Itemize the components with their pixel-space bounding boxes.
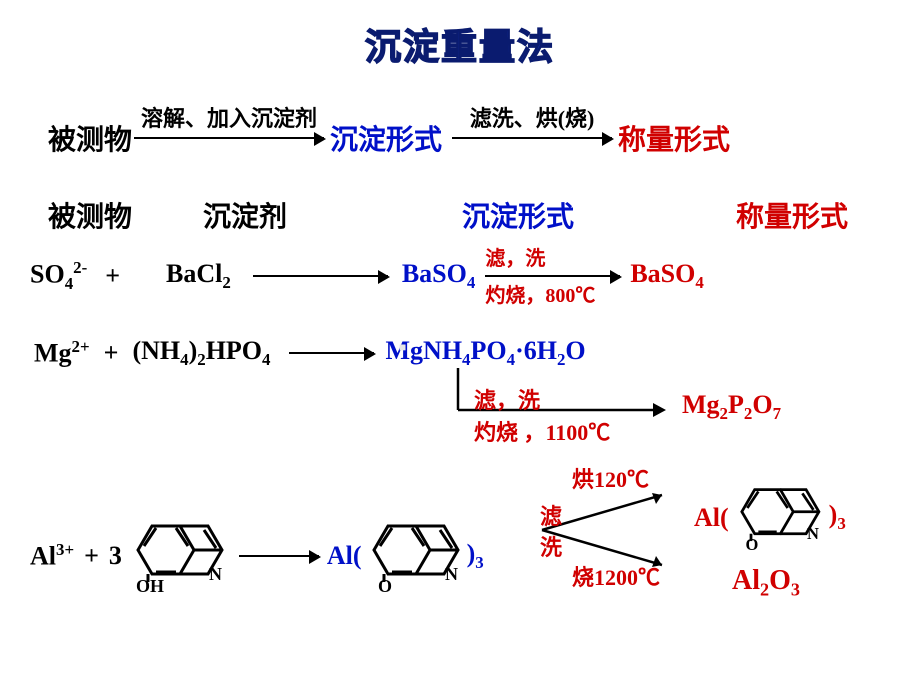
r1-cond-bot: 灼烧，800℃ (485, 279, 620, 308)
flow-arrow-2: 滤洗、烘(烧) (452, 137, 612, 139)
r3-arrow-1 (239, 555, 319, 557)
flow-arrow-1: 溶解、加入沉淀剂 (134, 137, 324, 139)
svg-text:N: N (209, 564, 222, 584)
r1-arrow-2: 滤，洗 灼烧，800℃ (485, 275, 620, 277)
quinoline-structure-2: N O (362, 510, 467, 602)
r2-cond-bot: 灼烧 ，1100℃ (474, 415, 610, 447)
svg-text:N: N (445, 564, 458, 584)
flow-arrow-2-label: 滤洗、烘(烧) (452, 101, 612, 133)
r3-coef: 3 (109, 541, 122, 571)
r3-analyte: Al3+ (30, 540, 74, 572)
r3-branch-bot: 烧1200℃ (572, 560, 660, 592)
r1-arrow-1 (253, 275, 388, 277)
reaction-row-2: Mg2+ + (NH4)2HPO4 MgNH4PO4·6H2O (34, 336, 586, 370)
r1-weigh: BaSO4 (630, 259, 703, 293)
r3-plus: + (84, 541, 99, 571)
r1-reagent: BaCl2 (166, 259, 231, 293)
quinoline-structure-3: N O (729, 475, 829, 560)
reaction-row-3: Al3+ + 3 N OH Al( (30, 510, 484, 602)
r3-out1-pre: Al( (694, 503, 729, 533)
svg-text:N: N (807, 524, 819, 543)
flow-start: 被测物 (48, 118, 132, 158)
r3-out2: Al2O3 (732, 565, 800, 601)
r2-analyte: Mg2+ (34, 337, 90, 369)
r2-plus: + (104, 338, 119, 368)
r3-out1: Al( N O )3 (694, 475, 846, 560)
quinoline-structure-1: N OH (126, 510, 231, 602)
r1-analyte: SO42- (30, 258, 87, 294)
header-precip: 沉淀形式 (393, 195, 643, 235)
svg-text:OH: OH (136, 576, 164, 595)
r3-branch-left1: 滤 (540, 499, 562, 531)
r3-branch-left2: 洗 (540, 530, 562, 562)
header-weigh: 称量形式 (643, 195, 878, 235)
header-analyte: 被测物 (48, 195, 203, 235)
r1-precip: BaSO4 (402, 259, 475, 293)
r3-precip-post: )3 (467, 539, 484, 573)
flow-row: 被测物 溶解、加入沉淀剂 沉淀形式 滤洗、烘(烧) 称量形式 (48, 118, 730, 158)
r2-arrow-1 (289, 352, 374, 354)
flow-arrow-1-label: 溶解、加入沉淀剂 (134, 101, 324, 133)
watermark-dot: ■ (399, 340, 406, 354)
flow-mid: 沉淀形式 (330, 118, 442, 158)
header-reagent: 沉淀剂 (203, 195, 393, 235)
r2-precip: MgNH4PO4·6H2O (386, 336, 586, 370)
r2-cond-top: 滤，洗 (474, 383, 540, 415)
r2-weigh: Mg2P2O7 (682, 390, 781, 424)
flow-end: 称量形式 (618, 118, 730, 158)
r3-precip-pre: Al( (327, 541, 362, 571)
r3-branch-top: 烘120℃ (572, 462, 649, 494)
r3-out1-post: )3 (829, 500, 846, 534)
reaction-row-1: SO42- + BaCl2 BaSO4 滤，洗 灼烧，800℃ BaSO4 (30, 258, 704, 294)
r1-cond-top: 滤，洗 (485, 242, 620, 271)
header-row: 被测物 沉淀剂 沉淀形式 称量形式 (48, 195, 878, 235)
r1-plus: + (105, 261, 120, 291)
page-title: 沉淀重量法 (0, 0, 920, 70)
r2-reagent: (NH4)2HPO4 (132, 336, 270, 370)
